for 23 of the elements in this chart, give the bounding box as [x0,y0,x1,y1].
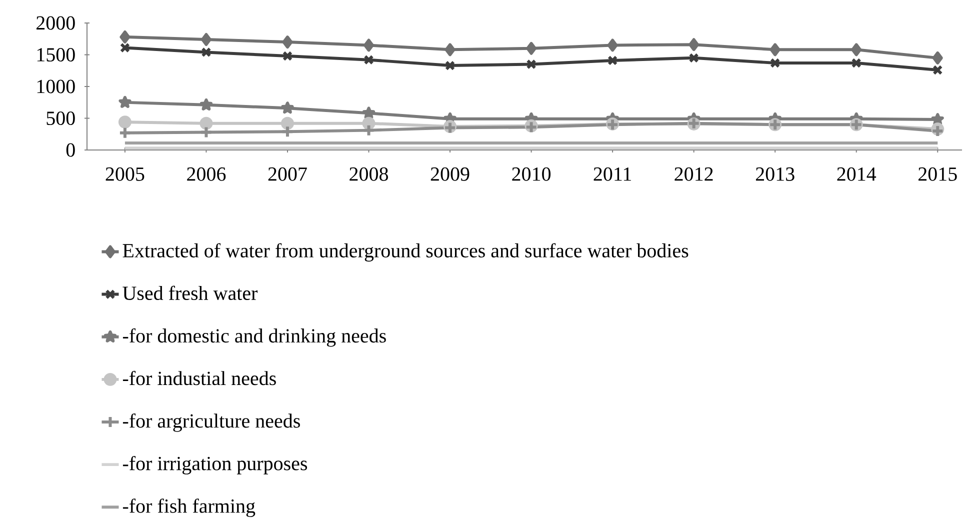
legend-label: -for domestic and drinking needs [122,328,386,347]
x-tick-label: 2015 [918,167,957,181]
x-tick-label: 2009 [430,167,470,181]
legend-label: -for irrigation purposes [122,456,308,474]
x-tick-label: 2012 [674,167,713,181]
x-tick-label: 2008 [350,167,388,181]
y-tick-label: 0 [66,143,75,157]
y-tick-label: 1000 [37,80,75,94]
y-tick-label: 2000 [36,16,75,30]
legend-label: -for fish farming [122,498,256,517]
legend-label: Used fresh water [122,286,258,300]
legend-label: -for industial needs [122,370,276,386]
x-tick-label: 2010 [512,167,551,181]
x-tick-label: 2014 [837,167,876,181]
x-tick-label: 2005 [106,167,144,181]
y-tick-label: 1500 [37,48,75,62]
x-tick-label: 2007 [268,167,307,181]
legend-label: -for argriculture needs [122,413,300,432]
legend-label: Extracted of water from underground sources and surface water bodies [122,243,688,262]
x-tick-label: 2013 [756,167,794,181]
x-tick-label: 2011 [594,167,631,181]
y-tick-label: 500 [46,112,75,126]
x-tick-label: 2006 [187,167,226,181]
